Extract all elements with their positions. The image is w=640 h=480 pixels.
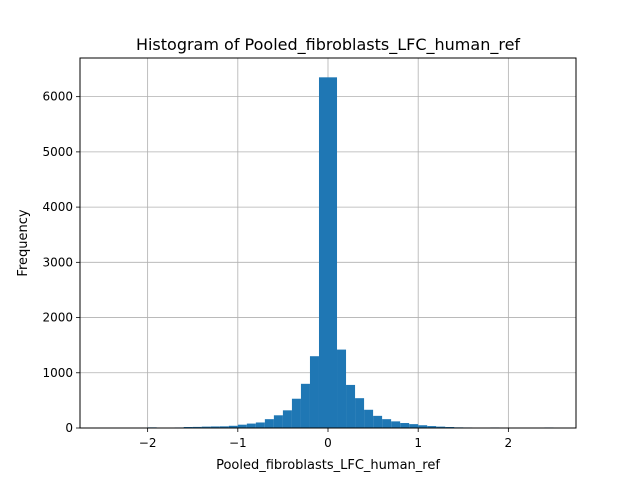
histogram-bars	[102, 77, 554, 428]
histogram-bar	[219, 426, 229, 428]
histogram-bar	[291, 398, 301, 428]
histogram-bar	[418, 425, 428, 428]
histogram-bar	[436, 426, 446, 428]
histogram-bar	[228, 425, 238, 428]
histogram-bar	[409, 424, 419, 428]
y-tick-label: 1000	[42, 366, 73, 380]
y-tick-label: 4000	[42, 200, 73, 214]
histogram-bar	[337, 349, 347, 428]
histogram-bar	[264, 419, 274, 428]
chart-title: Histogram of Pooled_fibroblasts_LFC_huma…	[136, 35, 520, 55]
histogram-bar	[346, 384, 356, 428]
histogram-bar	[364, 409, 374, 428]
x-tick-label: 2	[505, 436, 513, 450]
y-tick-label: 3000	[42, 255, 73, 269]
histogram-bar	[318, 77, 328, 428]
histogram-bar	[210, 426, 220, 428]
histogram-bar	[309, 356, 319, 428]
y-tick-label: 0	[65, 421, 73, 435]
histogram-bar	[246, 423, 256, 428]
histogram-bar	[201, 426, 211, 428]
histogram-bar	[373, 415, 383, 428]
x-tick-label: 0	[324, 436, 332, 450]
histogram-bar	[282, 410, 292, 428]
x-tick-label: −1	[229, 436, 247, 450]
histogram-bar	[400, 423, 410, 428]
histogram-bar	[391, 421, 401, 428]
histogram-bar	[300, 383, 310, 428]
x-tick-label: −2	[139, 436, 157, 450]
x-tick-label: 1	[414, 436, 422, 450]
y-tick-label: 2000	[42, 311, 73, 325]
x-axis-label: Pooled_fibroblasts_LFC_human_ref	[216, 458, 440, 473]
histogram-bar	[255, 422, 265, 428]
histogram-bar	[355, 398, 365, 428]
y-tick-label: 6000	[42, 90, 73, 104]
histogram-bar	[192, 426, 202, 428]
histogram-bar	[273, 415, 283, 428]
histogram-bar	[382, 419, 392, 428]
histogram-bar	[328, 77, 338, 428]
histogram-bar	[427, 426, 437, 428]
y-axis-label: Frequency	[16, 209, 31, 276]
axis-ticks: −2 −1 0 1 2 0 1000 2000 3000 4000 5000 6000	[42, 90, 512, 450]
y-tick-label: 5000	[42, 145, 73, 159]
histogram-bar	[237, 424, 247, 428]
